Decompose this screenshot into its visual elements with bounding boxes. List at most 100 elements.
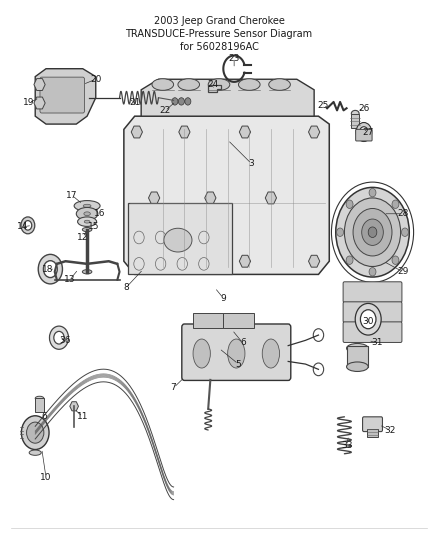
Circle shape bbox=[369, 268, 376, 276]
Ellipse shape bbox=[351, 110, 359, 117]
Ellipse shape bbox=[262, 339, 279, 368]
Polygon shape bbox=[34, 78, 45, 91]
Text: 25: 25 bbox=[317, 101, 328, 110]
Ellipse shape bbox=[35, 396, 44, 400]
Circle shape bbox=[392, 256, 399, 264]
Circle shape bbox=[21, 217, 35, 234]
Text: 36: 36 bbox=[60, 336, 71, 345]
Polygon shape bbox=[239, 255, 251, 267]
Polygon shape bbox=[131, 126, 142, 138]
Text: 28: 28 bbox=[397, 209, 409, 218]
Circle shape bbox=[355, 303, 381, 335]
Circle shape bbox=[21, 416, 49, 449]
FancyBboxPatch shape bbox=[363, 417, 382, 432]
Circle shape bbox=[346, 256, 353, 264]
Text: 11: 11 bbox=[77, 413, 88, 421]
FancyBboxPatch shape bbox=[367, 429, 378, 437]
Ellipse shape bbox=[228, 339, 245, 368]
Text: 29: 29 bbox=[397, 267, 409, 276]
Ellipse shape bbox=[238, 79, 260, 90]
Text: 13: 13 bbox=[64, 275, 76, 284]
Ellipse shape bbox=[346, 343, 368, 353]
Text: 5: 5 bbox=[236, 360, 241, 369]
Polygon shape bbox=[308, 255, 320, 267]
Text: 6: 6 bbox=[41, 413, 47, 421]
Text: 2003 Jeep Grand Cherokee
TRANSDUCE-Pressure Sensor Diagram
for 56028196AC: 2003 Jeep Grand Cherokee TRANSDUCE-Press… bbox=[125, 16, 313, 52]
Text: 8: 8 bbox=[123, 283, 129, 292]
Circle shape bbox=[27, 422, 44, 443]
Ellipse shape bbox=[208, 79, 230, 90]
Polygon shape bbox=[34, 97, 45, 109]
Circle shape bbox=[360, 310, 376, 329]
Circle shape bbox=[336, 188, 409, 277]
Circle shape bbox=[54, 332, 64, 344]
Circle shape bbox=[368, 227, 377, 238]
Text: 10: 10 bbox=[40, 473, 52, 482]
Circle shape bbox=[344, 198, 401, 266]
Text: 23: 23 bbox=[229, 54, 240, 63]
Polygon shape bbox=[239, 126, 251, 138]
Circle shape bbox=[172, 98, 178, 105]
Polygon shape bbox=[205, 192, 216, 204]
Text: 20: 20 bbox=[90, 75, 102, 84]
FancyBboxPatch shape bbox=[356, 130, 372, 141]
Ellipse shape bbox=[82, 270, 92, 274]
FancyBboxPatch shape bbox=[343, 302, 402, 322]
Circle shape bbox=[346, 200, 353, 208]
Text: 33: 33 bbox=[341, 441, 352, 450]
Ellipse shape bbox=[84, 220, 90, 223]
Polygon shape bbox=[70, 402, 78, 411]
FancyBboxPatch shape bbox=[223, 313, 254, 328]
Circle shape bbox=[49, 326, 68, 349]
Polygon shape bbox=[208, 85, 221, 92]
Polygon shape bbox=[131, 255, 142, 267]
Text: 18: 18 bbox=[42, 265, 54, 273]
Ellipse shape bbox=[269, 79, 290, 90]
Ellipse shape bbox=[76, 207, 98, 220]
Circle shape bbox=[38, 254, 63, 284]
Text: 15: 15 bbox=[88, 222, 99, 231]
Circle shape bbox=[337, 228, 343, 237]
Text: 12: 12 bbox=[77, 233, 88, 242]
Ellipse shape bbox=[84, 212, 90, 216]
Circle shape bbox=[392, 200, 399, 208]
Polygon shape bbox=[265, 192, 276, 204]
Text: 21: 21 bbox=[129, 99, 140, 108]
Ellipse shape bbox=[82, 228, 92, 232]
Text: 14: 14 bbox=[17, 222, 28, 231]
Text: 19: 19 bbox=[23, 99, 35, 108]
Text: 7: 7 bbox=[171, 383, 177, 392]
Circle shape bbox=[356, 123, 372, 141]
Ellipse shape bbox=[74, 200, 100, 211]
Ellipse shape bbox=[178, 79, 200, 90]
Circle shape bbox=[362, 219, 383, 245]
Ellipse shape bbox=[83, 204, 91, 207]
Text: 30: 30 bbox=[362, 317, 374, 326]
FancyBboxPatch shape bbox=[193, 313, 223, 328]
Text: 22: 22 bbox=[159, 107, 170, 116]
Text: 26: 26 bbox=[358, 104, 370, 113]
FancyBboxPatch shape bbox=[351, 114, 359, 128]
Text: 27: 27 bbox=[363, 127, 374, 136]
Text: 32: 32 bbox=[384, 425, 396, 434]
Text: 6: 6 bbox=[240, 338, 246, 348]
FancyBboxPatch shape bbox=[182, 324, 291, 381]
Polygon shape bbox=[148, 192, 160, 204]
Text: 16: 16 bbox=[94, 209, 106, 218]
Polygon shape bbox=[124, 116, 329, 274]
Polygon shape bbox=[141, 79, 314, 116]
FancyBboxPatch shape bbox=[346, 345, 368, 367]
Polygon shape bbox=[308, 126, 320, 138]
Ellipse shape bbox=[346, 362, 368, 372]
Circle shape bbox=[360, 127, 368, 138]
FancyBboxPatch shape bbox=[343, 322, 402, 342]
Ellipse shape bbox=[78, 217, 97, 227]
Text: 9: 9 bbox=[220, 294, 226, 303]
FancyBboxPatch shape bbox=[35, 398, 44, 411]
Polygon shape bbox=[179, 126, 190, 138]
FancyBboxPatch shape bbox=[343, 282, 402, 302]
Circle shape bbox=[353, 208, 392, 256]
Ellipse shape bbox=[152, 79, 173, 90]
FancyBboxPatch shape bbox=[128, 203, 232, 274]
Text: 31: 31 bbox=[371, 338, 382, 348]
